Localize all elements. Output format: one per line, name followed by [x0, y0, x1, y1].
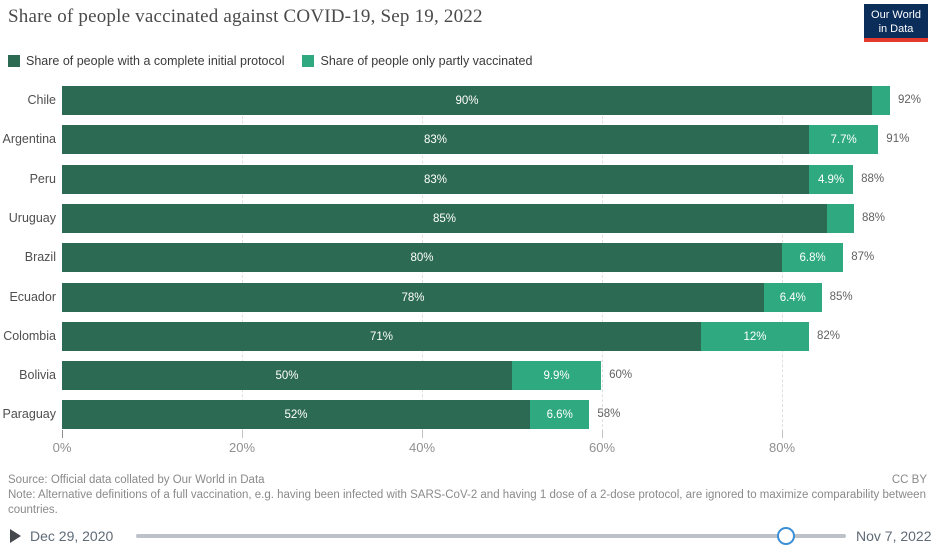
chart-title: Share of people vaccinated against COVID… — [8, 6, 483, 27]
bar-segment-partial[interactable]: 6.6% — [530, 400, 590, 429]
bar-value-label: 52% — [284, 408, 308, 421]
bar-value-label: 6.6% — [546, 408, 573, 421]
axis-tick — [602, 430, 603, 438]
bar-value-label: 80% — [410, 251, 434, 264]
legend-item-1[interactable]: Share of people only partly vaccinated — [302, 54, 532, 68]
note-text: Note: Alternative definitions of a full … — [8, 488, 926, 516]
bar-value-label: 83% — [423, 173, 448, 186]
play-icon[interactable] — [10, 529, 21, 543]
country-label: Ecuador — [9, 290, 56, 304]
bar-segment-partial[interactable] — [872, 86, 890, 115]
bar-segment-complete[interactable]: 50% — [62, 361, 512, 390]
legend: Share of people with a complete initial … — [8, 54, 532, 68]
bar-segment-complete[interactable]: 52% — [62, 400, 530, 429]
timeline-start-date: Dec 29, 2020 — [30, 528, 114, 544]
axis-tick — [782, 430, 783, 438]
bar-value-label: 90% — [455, 94, 479, 107]
axis-tick-label: 80% — [768, 440, 796, 455]
bar-segment-complete[interactable]: 90% — [62, 86, 872, 115]
bar-total-label: 87% — [851, 251, 875, 263]
bar-value-label: 78% — [401, 291, 425, 304]
axis-tick — [422, 430, 423, 438]
bar-value-label: 7.7% — [830, 133, 857, 146]
timeline-end-date: Nov 7, 2022 — [856, 528, 932, 544]
bar-segment-partial[interactable]: 4.9% — [809, 165, 854, 194]
axis-tick-label: 40% — [408, 440, 436, 455]
bar-value-label: 6.8% — [799, 251, 826, 264]
country-label: Paraguay — [2, 407, 56, 421]
bar-segment-complete[interactable]: 83% — [62, 165, 809, 194]
bar-value-label: 50% — [275, 369, 299, 382]
axis-tick — [62, 430, 63, 438]
axis-tick-label: 0% — [52, 440, 72, 455]
bar-segment-partial[interactable]: 7.7% — [809, 125, 879, 154]
bar-value-label: 83% — [423, 133, 448, 146]
timeline-track-bar[interactable] — [136, 534, 846, 538]
bar-value-label: 6.4% — [779, 291, 806, 304]
axis-tick-label: 60% — [588, 440, 616, 455]
timeline-handle[interactable] — [776, 527, 795, 545]
country-label: Brazil — [24, 250, 56, 264]
country-label: Chile — [27, 93, 57, 107]
bar-segment-partial[interactable] — [827, 204, 854, 233]
country-label: Bolivia — [19, 368, 56, 382]
bar-segment-complete[interactable]: 85% — [62, 204, 827, 233]
bar-value-label: 71% — [369, 330, 394, 343]
bar-total-label: 92% — [898, 94, 922, 106]
owid-logo-line1: Our World — [871, 9, 921, 21]
bar-segment-partial[interactable]: 9.9% — [512, 361, 602, 390]
axis-tick-label: 20% — [228, 440, 256, 455]
bar-segment-complete[interactable]: 71% — [62, 322, 701, 351]
country-label: Peru — [29, 172, 56, 186]
bar-total-label: 88% — [862, 212, 886, 224]
bar-segment-partial[interactable]: 6.4% — [764, 283, 822, 312]
bar-total-label: 58% — [597, 408, 621, 420]
bar-total-label: 91% — [886, 133, 910, 145]
legend-item-0[interactable]: Share of people with a complete initial … — [8, 54, 284, 68]
source-text: Source: Official data collated by Our Wo… — [8, 474, 265, 486]
bar-value-label: 85% — [432, 212, 457, 225]
bar-value-label: 4.9% — [817, 173, 845, 186]
bar-total-label: 60% — [609, 369, 633, 381]
bar-value-label: 12% — [743, 330, 767, 343]
bar-segment-complete[interactable]: 83% — [62, 125, 809, 154]
chart-footer: Source: Official data collated by Our Wo… — [8, 473, 927, 518]
license-link[interactable]: CC BY — [891, 474, 927, 486]
legend-swatch-icon — [302, 55, 315, 67]
owid-logo[interactable]: Our World in Data — [864, 4, 928, 42]
country-label: Argentina — [2, 132, 56, 146]
timeline-track[interactable] — [136, 526, 846, 546]
legend-label: Share of people with a complete initial … — [26, 54, 285, 68]
bar-segment-partial[interactable]: 6.8% — [782, 243, 844, 272]
bar-segment-partial[interactable]: 12% — [701, 322, 809, 351]
bar-total-label: 82% — [817, 330, 841, 342]
owid-logo-line2: in Data — [878, 23, 914, 36]
bar-value-label: 9.9% — [543, 369, 570, 382]
bar-total-label: 85% — [829, 291, 853, 303]
timeline: Dec 29, 2020 Nov 7, 2022 — [10, 524, 932, 548]
bar-total-label: 88% — [861, 173, 885, 185]
bar-segment-complete[interactable]: 80% — [62, 243, 782, 272]
country-label: Uruguay — [8, 211, 56, 225]
legend-swatch-icon — [8, 55, 20, 67]
legend-label: Share of people only partly vaccinated — [320, 54, 533, 68]
country-label: Colombia — [3, 329, 56, 343]
axis-tick — [242, 430, 243, 438]
bar-segment-complete[interactable]: 78% — [62, 283, 764, 312]
